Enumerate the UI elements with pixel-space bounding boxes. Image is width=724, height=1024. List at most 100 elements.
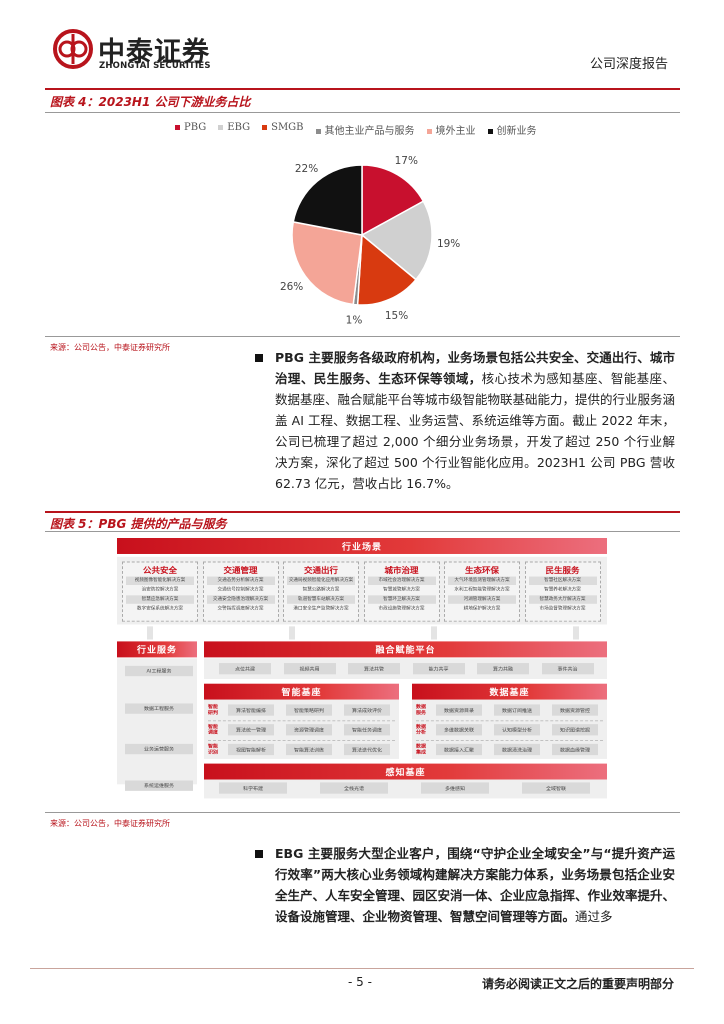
bullet-icon bbox=[255, 354, 263, 362]
figure4-title: 图表 4：2023H1 公司下游业务占比 bbox=[50, 95, 251, 109]
data-item: 数据资源目录 bbox=[436, 704, 482, 716]
scene-item: 智慧社区解决方案 bbox=[528, 576, 597, 585]
scene-column-title: 交通出行 bbox=[303, 566, 338, 576]
legend-label: 境外主业 bbox=[435, 126, 476, 137]
chart-legend: PBG EBG SMGB 其他主业产品与服务 境外主业 创新业务 bbox=[175, 122, 537, 137]
company-logo-icon bbox=[53, 29, 93, 69]
scene-column-title: 民生服务 bbox=[545, 566, 580, 576]
industry-service-item: AI工程服务 bbox=[125, 665, 193, 677]
legend-swatch-icon bbox=[218, 125, 224, 130]
data-row-label: 数据分析 bbox=[416, 724, 427, 736]
legend-item: SMGB bbox=[262, 122, 304, 137]
pie-data-label: 17% bbox=[395, 155, 418, 167]
scene-column-title: 城市治理 bbox=[384, 566, 419, 576]
intelligent-item: 智能策略研判 bbox=[286, 704, 332, 716]
scene-header: 行业场景 bbox=[117, 538, 607, 554]
legend-label: 其他主业产品与服务 bbox=[324, 126, 415, 137]
intelligent-item: 智能算法训练 bbox=[286, 743, 332, 756]
scene-item: 市域社会治理解决方案 bbox=[367, 576, 436, 585]
legend-item: PBG bbox=[175, 122, 206, 137]
scene-item: 交警指挥调度解决方案 bbox=[217, 606, 264, 612]
legend-swatch-icon bbox=[262, 125, 268, 130]
legend-label: 创新业务 bbox=[496, 126, 537, 137]
paragraph-pbg: PBG 主要服务各级政府机构，业务场景包括公共安全、交通出行、城市治理、民生服务… bbox=[255, 347, 675, 494]
scene-item: 智慧政务大厅解决方案 bbox=[528, 595, 597, 604]
scene-item: 智慧公路解决方案 bbox=[302, 587, 340, 593]
perception-item: 全栈光谱 bbox=[320, 782, 388, 794]
scene-column: 交通管理 交通态势分析解决方案 交通信号控制解决方案 交通安全隐患治理解决方案 交警指挥… bbox=[202, 561, 279, 622]
pbg-architecture-diagram: 行业场景公共安全 视频图像智能化解决方案 治安防控解决方案 智慧应急解决方案 数字安保系… bbox=[117, 538, 607, 801]
scene-item: 数字安保系统解决方案 bbox=[137, 606, 183, 612]
scene-item: 河湖管理解决方案 bbox=[448, 595, 516, 604]
legend-label: PBG bbox=[184, 122, 207, 133]
legend-swatch-icon bbox=[426, 129, 432, 134]
intelligent-item: 算法统一管理 bbox=[228, 724, 274, 736]
legend-label: EBG bbox=[227, 122, 251, 133]
perception-item: 全域智联 bbox=[522, 782, 590, 794]
paragraph-lead: EBG 主要服务大型企业客户，围绕“守护企业全域安全”与“提升资产运行效率”两大… bbox=[275, 846, 676, 924]
scene-item: 港口安全生产监管解决方案 bbox=[293, 606, 349, 612]
industry-service-item: 系统运维服务 bbox=[125, 780, 193, 791]
scene-item: 水利工程智能管理解决方案 bbox=[454, 587, 510, 593]
logo-text-en: ZHONGTAI SECURITIES bbox=[99, 61, 211, 71]
industry-service-item: 业务运营服务 bbox=[125, 743, 193, 755]
pie-data-label: 1% bbox=[346, 315, 363, 327]
fusion-item: 视频共用 bbox=[283, 663, 336, 675]
scene-column: 城市治理 市域社会治理解决方案 智慧城管解决方案智慧环卫解决方案 市政设施管理解决方案 bbox=[363, 561, 440, 622]
scene-item: 智慧应急解决方案 bbox=[126, 595, 194, 604]
legend-swatch-icon bbox=[487, 129, 493, 134]
pie-slice-SMGB bbox=[356, 233, 417, 306]
row-divider bbox=[208, 740, 395, 742]
legend-item: 境外主业 bbox=[426, 122, 476, 137]
scene-column-title: 生态环保 bbox=[464, 566, 499, 576]
fusion-item: 能力共享 bbox=[412, 663, 465, 675]
pie-data-label: 26% bbox=[280, 281, 303, 293]
intelligent-item: 视图智能解析 bbox=[228, 743, 274, 756]
data-item: 认知模型分析 bbox=[494, 724, 540, 736]
intelligent-item: 智能任务调度 bbox=[344, 724, 390, 736]
intelligent-row-label: 智能研判 bbox=[208, 704, 219, 716]
scene-item: 大气环境监测管理解决方案 bbox=[448, 576, 516, 585]
row-divider bbox=[416, 740, 603, 742]
scene-item: 轨道智慧车站解决方案 bbox=[287, 595, 355, 604]
legend-swatch-icon bbox=[315, 129, 321, 134]
scene-item: 智慧环卫解决方案 bbox=[367, 595, 436, 604]
scene-column: 公共安全 视频图像智能化解决方案 治安防控解决方案 智慧应急解决方案 数字安保系统解决方… bbox=[122, 561, 198, 622]
divider bbox=[45, 812, 680, 813]
pie-data-label: 15% bbox=[385, 310, 408, 322]
data-item: 数据血缘管理 bbox=[552, 743, 598, 756]
fusion-item: 算法共管 bbox=[348, 663, 400, 675]
scene-column: 生态环保 大气环境监测管理解决方案 水利工程智能管理解决方案 河湖管理解决方案 耕地保护… bbox=[444, 561, 520, 622]
data-row-label: 数据服务 bbox=[416, 704, 427, 716]
scene-item: 市政设施管理解决方案 bbox=[378, 606, 425, 612]
intelligent-item: 算法成效评价 bbox=[344, 704, 390, 716]
legend-label: SMGB bbox=[271, 122, 304, 133]
data-item: 数据资源管控 bbox=[552, 704, 598, 716]
data-item: 数据接入汇聚 bbox=[436, 743, 482, 756]
fusion-platform-header: 融合赋能平台 bbox=[204, 641, 607, 658]
scene-item: 智慧城管解决方案 bbox=[383, 587, 420, 593]
pie-slice-境外主业 bbox=[291, 221, 363, 306]
legend-item: 创新业务 bbox=[487, 122, 537, 137]
connector-arrow-icon bbox=[431, 626, 437, 640]
pie-data-label: 19% bbox=[437, 238, 460, 250]
pie-chart: 17% 19% 15% 1% 26% 22% bbox=[280, 155, 460, 327]
perception-item: 科学布建 bbox=[219, 782, 287, 794]
pie-slice-EBG bbox=[360, 200, 433, 281]
scene-item: 交通安全隐患治理解决方案 bbox=[206, 595, 275, 604]
connector-arrow-icon bbox=[289, 626, 295, 640]
figure5-title: 图表 5：PBG 提供的产品与服务 bbox=[50, 517, 227, 531]
industry-service-item: 数据工程服务 bbox=[125, 703, 193, 714]
footer-divider bbox=[30, 968, 694, 969]
paragraph-ebg: EBG 主要服务大型企业客户，围绕“守护企业全域安全”与“提升资产运行效率”两大… bbox=[255, 843, 675, 927]
disclaimer-notice: 请务必阅读正文之后的重要声明部分 bbox=[481, 977, 674, 991]
perception-base-panel bbox=[204, 779, 607, 799]
perception-base-header: 感知基座 bbox=[204, 763, 607, 780]
scene-item: 交通信号控制解决方案 bbox=[217, 587, 264, 593]
page-number: - 5 - bbox=[348, 975, 372, 989]
intelligent-base-header: 智能基座 bbox=[204, 683, 399, 700]
scene-item: 交通态势分析解决方案 bbox=[206, 576, 275, 585]
data-item: 数据订阅推送 bbox=[494, 704, 540, 716]
intelligent-item: 资源管理调度 bbox=[286, 724, 332, 736]
data-item: 数据清洗治理 bbox=[494, 743, 540, 756]
